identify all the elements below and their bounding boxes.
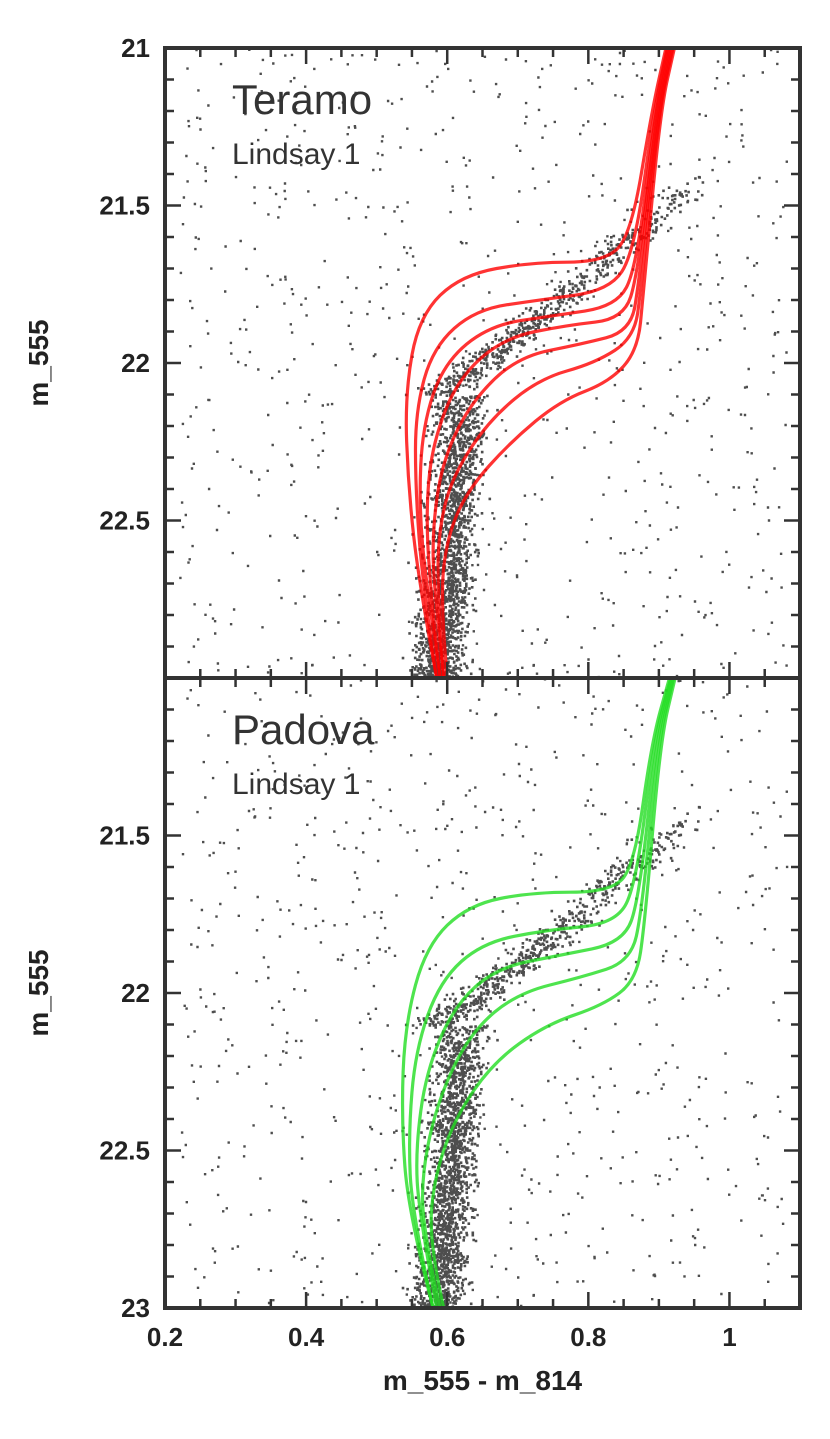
y-tick-label: 21.5 (99, 821, 150, 851)
isochrone-line (429, 678, 677, 1308)
bottom-panel: 21.5 22 22.5 23 m_555 Padova Lindsay 1 0.2 0.4 0.… (23, 676, 802, 1396)
isochrone-line (415, 678, 674, 1308)
isochrone-line (431, 48, 674, 678)
ticks (163, 676, 802, 1310)
x-tick-label: 0.4 (288, 1322, 325, 1352)
y-tick-label: 21.5 (99, 191, 150, 221)
y-tick-label: 23 (121, 1293, 150, 1323)
isochrone-line (425, 48, 672, 678)
isochrone-line (407, 678, 673, 1308)
star-field (179, 48, 788, 678)
x-tick-label: 0.8 (570, 1322, 606, 1352)
x-axis-label: m_555 - m_814 (383, 1365, 583, 1396)
y-tick-label: 21 (121, 33, 150, 63)
y-tick-label: 22.5 (99, 1136, 150, 1166)
isochrone-line (418, 48, 671, 678)
top-panel: 21 21.5 22 22.5 m_555 Teramo Lindsay 1 (23, 33, 802, 680)
y-tick-label: 22 (121, 978, 150, 1008)
stars (180, 678, 789, 1308)
isochrone-line (400, 678, 672, 1308)
isochrone-line (404, 48, 668, 678)
star-field (180, 678, 789, 1308)
panel-title: Padova (232, 706, 375, 753)
y-tick-label: 22 (121, 348, 150, 378)
isochrone-line (436, 48, 675, 678)
isochrones (400, 678, 677, 1308)
ticks (163, 46, 802, 680)
isochrone-line (420, 678, 676, 1308)
panel-title: Teramo (232, 76, 372, 123)
y-tick-label: 22.5 (99, 506, 150, 536)
isochrone-line (413, 48, 669, 678)
x-tick-label: 1 (722, 1322, 736, 1352)
panel-subtitle: Lindsay 1 (232, 138, 360, 171)
isochrone-line (440, 48, 676, 678)
x-tick-label: 0.2 (147, 1322, 183, 1352)
panel-subtitle: Lindsay 1 (232, 768, 360, 801)
x-tick-label: 0.6 (429, 1322, 465, 1352)
stars (179, 48, 788, 678)
y-axis-label: m_555 (23, 319, 54, 406)
y-axis-label: m_555 (23, 949, 54, 1036)
isochrones (404, 48, 676, 678)
